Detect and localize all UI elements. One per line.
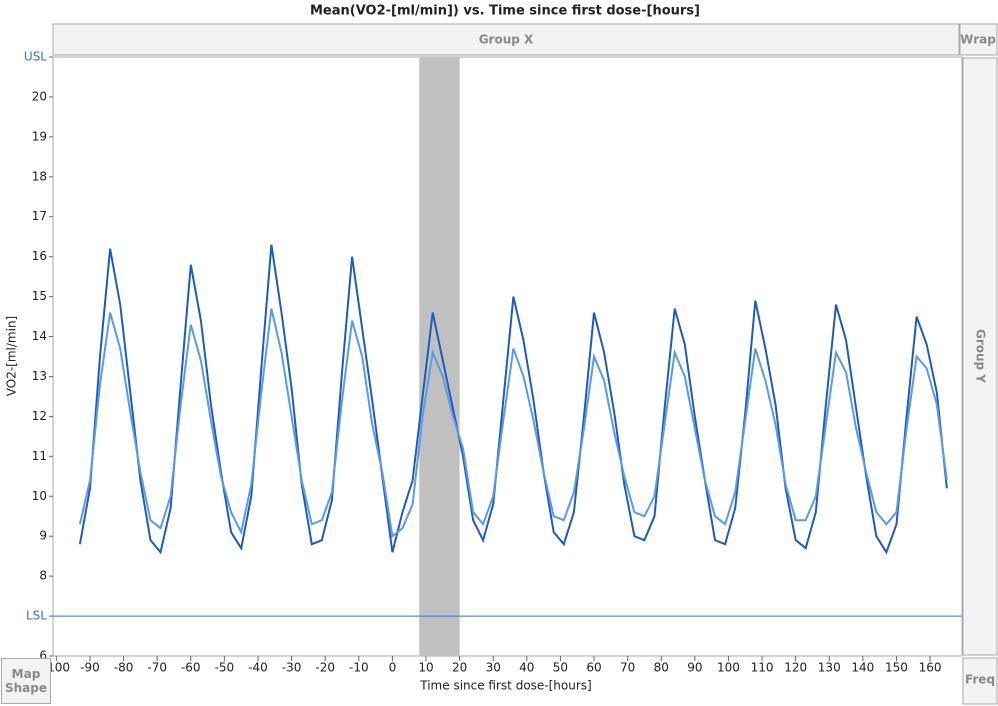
x-tick-label: -60 [181,661,201,675]
x-tick-label: 130 [818,661,841,675]
freq-label: Freq [965,673,995,687]
x-tick-label: 0 [389,661,397,675]
y-tick-label: USL [24,50,47,64]
y-tick-label: 20 [32,89,47,103]
x-tick-label: 60 [586,661,601,675]
chart-title: Mean(VO2-[ml/min]) vs. Time since first … [310,4,700,19]
map-shape-zone[interactable]: Map Shape [1,658,51,704]
y-tick-label: 12 [32,409,47,423]
x-tick-label: 40 [519,661,534,675]
group-y-zone[interactable] [962,57,998,656]
x-tick-label: -40 [248,661,268,675]
x-tick-label: -90 [80,661,100,675]
wrap-label: Wrap [960,33,996,47]
y-tick-label: 10 [32,489,47,503]
x-tick-label: 140 [851,661,874,675]
y-tick-label: 13 [32,369,47,383]
shaded-band [419,57,460,656]
x-tick-label: -70 [147,661,167,675]
series-line [78,308,948,539]
series-line [78,244,948,555]
x-tick-label: 150 [885,661,908,675]
x-tick-label: 10 [418,661,433,675]
x-tick-label: -20 [315,661,335,675]
wrap-zone[interactable] [959,23,998,56]
x-axis-label: Time since first dose-[hours] [419,679,591,693]
y-tick-label: 11 [32,449,47,463]
y-tick-label: 14 [32,329,47,343]
y-tick-label: 18 [32,169,47,183]
x-tick-label: 110 [751,661,774,675]
group-y-label: Group Y [974,329,988,383]
x-tick-label: 100 [717,661,740,675]
x-tick-label: 30 [486,661,501,675]
x-tick-label: 70 [620,661,635,675]
x-tick-label: 160 [919,661,942,675]
x-tick-label: 120 [784,661,807,675]
group-x-label: Group X [479,33,534,47]
y-tick-label: LSL [26,609,47,623]
y-tick-label: 17 [32,209,47,223]
y-tick-label: 8 [39,569,47,583]
x-tick-label: -30 [282,661,302,675]
x-tick-label: 50 [553,661,568,675]
x-tick-label: 20 [452,661,467,675]
x-tick-label: -10 [349,661,369,675]
y-tick-label: 6 [39,649,47,663]
x-tick-label: -50 [215,661,235,675]
y-axis-label: VO2-[ml/min] [5,316,19,396]
y-tick-label: 16 [32,249,47,263]
y-tick-label: 15 [32,289,47,303]
y-tick-label: 9 [39,529,47,543]
group-x-zone[interactable] [52,23,960,56]
x-tick-label: 80 [654,661,669,675]
map-shape-label: Map Shape [4,667,47,695]
y-tick-label: 19 [32,129,47,143]
freq-zone[interactable] [962,657,998,705]
x-tick-label: 90 [687,661,702,675]
x-tick-label: -80 [114,661,134,675]
